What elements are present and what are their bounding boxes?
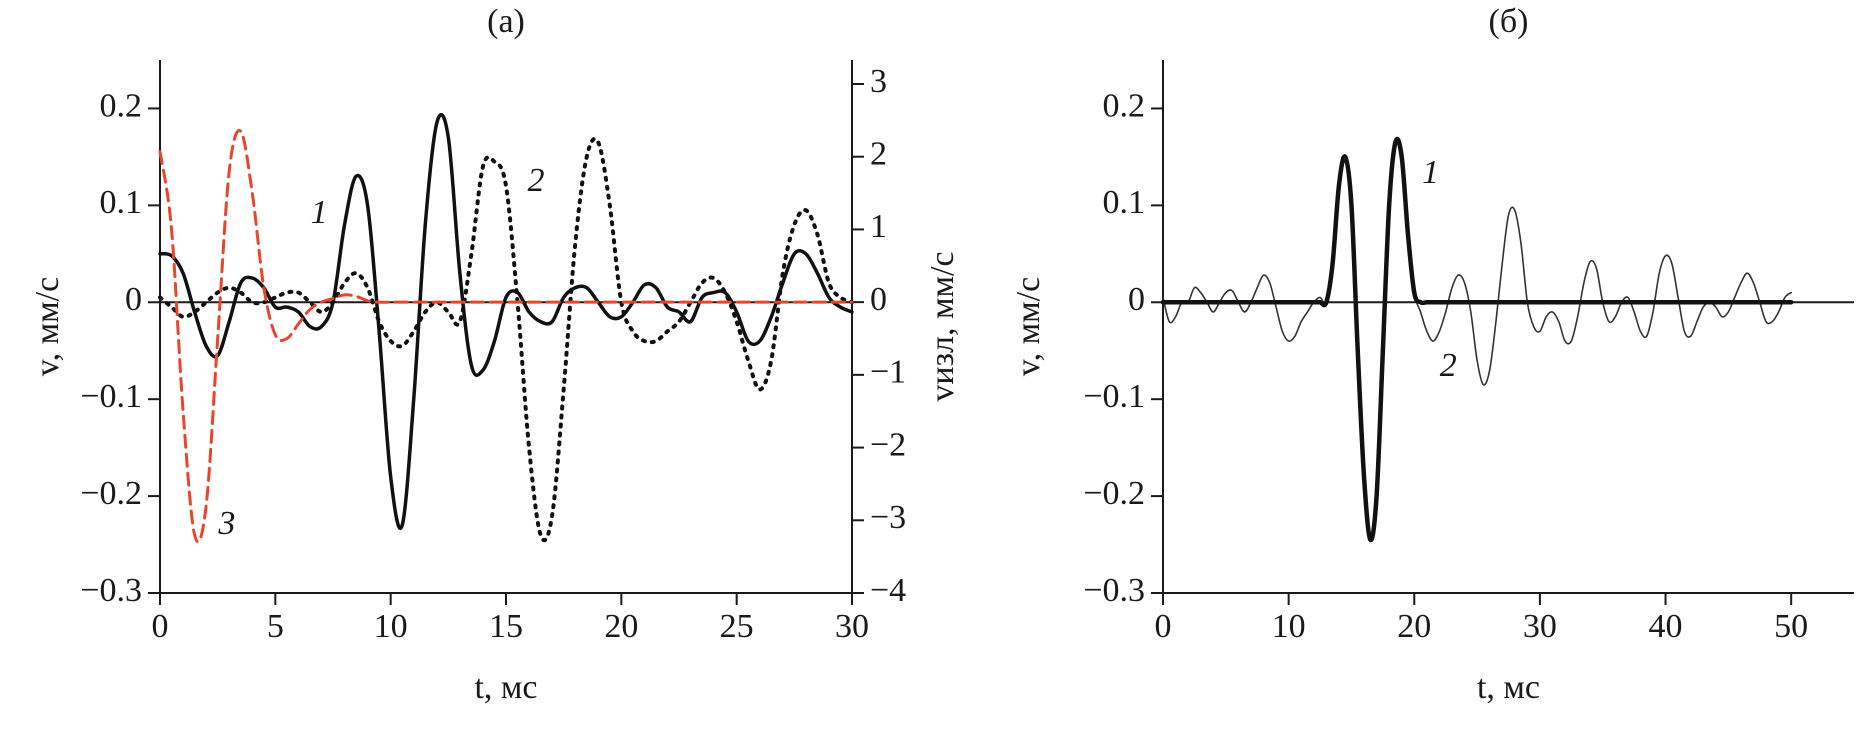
x-tick-label: 0 <box>152 608 169 645</box>
y2-tick-label: 0 <box>870 281 887 318</box>
x-tick-label: 50 <box>1774 608 1808 645</box>
curve-label: 1 <box>1422 154 1439 191</box>
x-tick-label: 15 <box>489 608 523 645</box>
curve-label: 1 <box>311 194 328 231</box>
y-axis-label: v, мм/с <box>1010 277 1047 376</box>
y2-tick-label: 1 <box>870 208 887 245</box>
x-tick-label: 20 <box>1397 608 1431 645</box>
series-line <box>158 112 854 530</box>
y-tick-label: −0.2 <box>1083 475 1145 512</box>
x-tick-label: 30 <box>1523 608 1557 645</box>
y-tick-label: 0.1 <box>1103 184 1146 221</box>
x-tick-label: 0 <box>1155 608 1172 645</box>
x-tick-label: 25 <box>720 608 754 645</box>
y2-axis-label: vизл, мм/с <box>924 251 961 401</box>
y-tick-label: 0.1 <box>100 184 143 221</box>
curve-label: 2 <box>527 162 544 199</box>
x-tick-label: 30 <box>835 608 869 645</box>
y-tick-label: −0.1 <box>1083 378 1145 415</box>
x-tick-label: 5 <box>267 608 284 645</box>
series-line <box>1160 136 1794 543</box>
curve-label: 2 <box>1440 347 1457 384</box>
y-tick-label: 0.2 <box>100 87 143 124</box>
y-tick-label: 0.2 <box>1103 87 1146 124</box>
series-line <box>158 129 854 544</box>
x-tick-label: 20 <box>604 608 638 645</box>
series-line <box>158 136 854 543</box>
y2-tick-label: −3 <box>870 499 906 536</box>
curve-label: 3 <box>217 505 235 542</box>
y-tick-label: −0.3 <box>80 572 142 609</box>
x-tick-label: 10 <box>1272 608 1306 645</box>
chart-title: (а) <box>487 3 525 40</box>
y2-tick-label: 3 <box>870 63 887 100</box>
x-tick-label: 40 <box>1649 608 1683 645</box>
x-tick-label: 10 <box>374 608 408 645</box>
y-tick-label: 0 <box>1128 281 1145 318</box>
y2-tick-label: −4 <box>870 572 906 609</box>
y2-tick-label: 2 <box>870 136 887 173</box>
y-tick-label: −0.3 <box>1083 572 1145 609</box>
y-axis-label: v, мм/с <box>29 277 66 376</box>
x-axis-label: t, мс <box>1477 669 1540 706</box>
y-tick-label: −0.1 <box>80 378 142 415</box>
y-tick-label: 0 <box>125 281 142 318</box>
y2-tick-label: −2 <box>870 426 906 463</box>
chart-title: (б) <box>1489 3 1529 40</box>
x-axis-label: t, мс <box>474 669 537 706</box>
y2-tick-label: −1 <box>870 354 906 391</box>
series-line <box>1162 138 1792 541</box>
y-tick-label: −0.2 <box>80 475 142 512</box>
